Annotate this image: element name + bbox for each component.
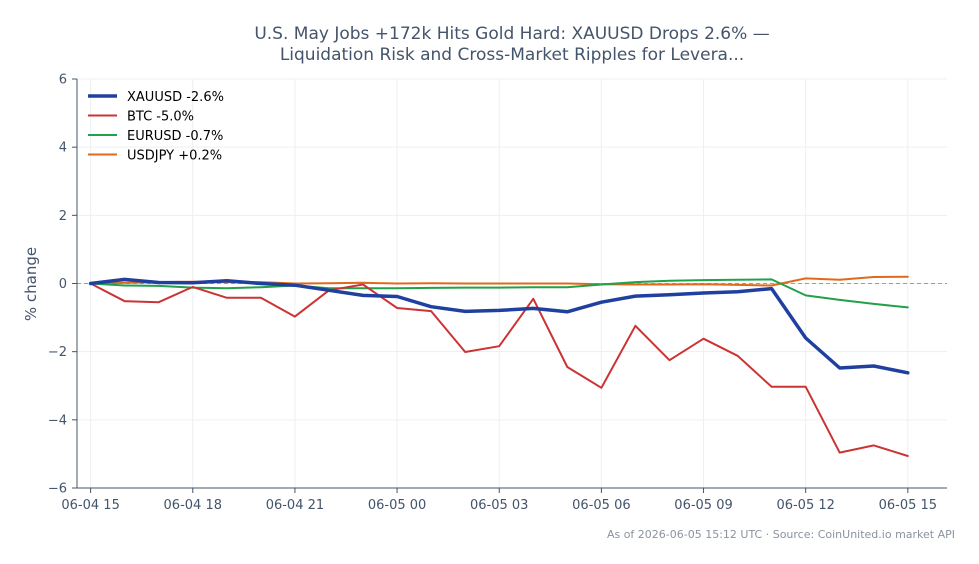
series-line-btc <box>89 282 909 457</box>
legend: XAUUSD -2.6% BTC -5.0% EURUSD -0.7% USDJPY … <box>88 90 224 164</box>
x-tick-label-5: 06-05 06 <box>572 498 630 513</box>
series-line-eurusd <box>89 278 909 309</box>
x-tick-label-7: 06-05 12 <box>776 498 834 513</box>
y-ticks: −6 −4 −2 0 2 4 6 <box>48 73 77 497</box>
y-tick-label-6: 6 <box>59 73 67 88</box>
y-tick-label-1: −4 <box>48 413 67 428</box>
legend-label-1: BTC -5.0% <box>127 110 194 125</box>
y-tick-label-0: −6 <box>48 482 67 497</box>
chart-title-line1: U.S. May Jobs +172k Hits Gold Hard: XAUU… <box>254 24 769 44</box>
x-tick-label-4: 06-05 03 <box>470 498 528 513</box>
y-axis-label: % change <box>22 247 40 321</box>
y-tick-label-5: 4 <box>59 141 67 156</box>
x-tick-label-8: 06-05 15 <box>879 498 937 513</box>
legend-label-2: EURUSD -0.7% <box>127 129 223 144</box>
legend-label-3: USDJPY +0.2% <box>127 149 222 164</box>
chart-title-line2: Liquidation Risk and Cross-Market Ripple… <box>280 45 744 65</box>
x-tick-label-1: 06-04 18 <box>164 498 222 513</box>
series-layer <box>88 275 910 457</box>
series-line-xauusd <box>88 277 910 375</box>
x-ticks: 06-04 15 06-04 18 06-04 21 06-05 00 06-05 03… <box>61 488 937 513</box>
x-tick-label-3: 06-05 00 <box>368 498 426 513</box>
y-tick-label-4: 2 <box>59 209 67 224</box>
legend-label-0: XAUUSD -2.6% <box>127 90 224 105</box>
y-tick-label-2: −2 <box>48 345 67 360</box>
x-tick-label-0: 06-04 15 <box>61 498 119 513</box>
x-tick-label-2: 06-04 21 <box>266 498 324 513</box>
y-tick-label-3: 0 <box>59 277 67 292</box>
footer-source: As of 2026-06-05 15:12 UTC · Source: Coi… <box>607 528 955 541</box>
x-tick-label-6: 06-05 09 <box>674 498 732 513</box>
